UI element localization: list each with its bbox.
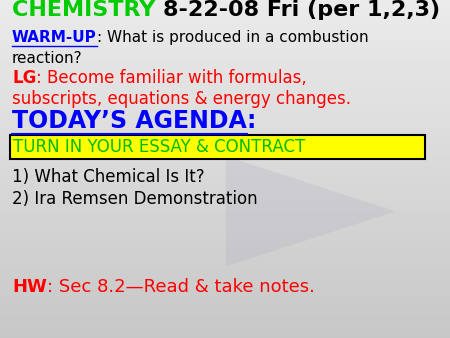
Text: WARM-UP: WARM-UP xyxy=(12,30,97,45)
Bar xyxy=(10,135,425,159)
Text: 2) Ira Remsen Demonstration: 2) Ira Remsen Demonstration xyxy=(12,190,257,208)
Text: ►: ► xyxy=(225,101,396,315)
Text: TODAY’S AGENDA: TODAY’S AGENDA xyxy=(12,109,247,133)
Text: 8-22-08 Fri (per 1,2,3): 8-22-08 Fri (per 1,2,3) xyxy=(163,0,440,20)
Text: TODAY’S AGENDA: TODAY’S AGENDA xyxy=(12,109,247,133)
Text: LG: LG xyxy=(12,69,36,87)
Text: subscripts, equations & energy changes.: subscripts, equations & energy changes. xyxy=(12,90,351,108)
Text: : Become familiar with formulas,: : Become familiar with formulas, xyxy=(36,69,307,87)
Text: :: : xyxy=(247,109,256,133)
Text: WARM-UP: WARM-UP xyxy=(12,30,97,45)
Text: : Sec 8.2—Read & take notes.: : Sec 8.2—Read & take notes. xyxy=(47,278,315,296)
Text: HW: HW xyxy=(12,278,47,296)
Text: CHEMISTRY: CHEMISTRY xyxy=(12,0,163,20)
Text: : What is produced in a combustion: : What is produced in a combustion xyxy=(97,30,369,45)
Text: reaction?: reaction? xyxy=(12,51,83,66)
Text: TURN IN YOUR ESSAY & CONTRACT: TURN IN YOUR ESSAY & CONTRACT xyxy=(13,138,305,156)
Text: 1) What Chemical Is It?: 1) What Chemical Is It? xyxy=(12,168,205,186)
